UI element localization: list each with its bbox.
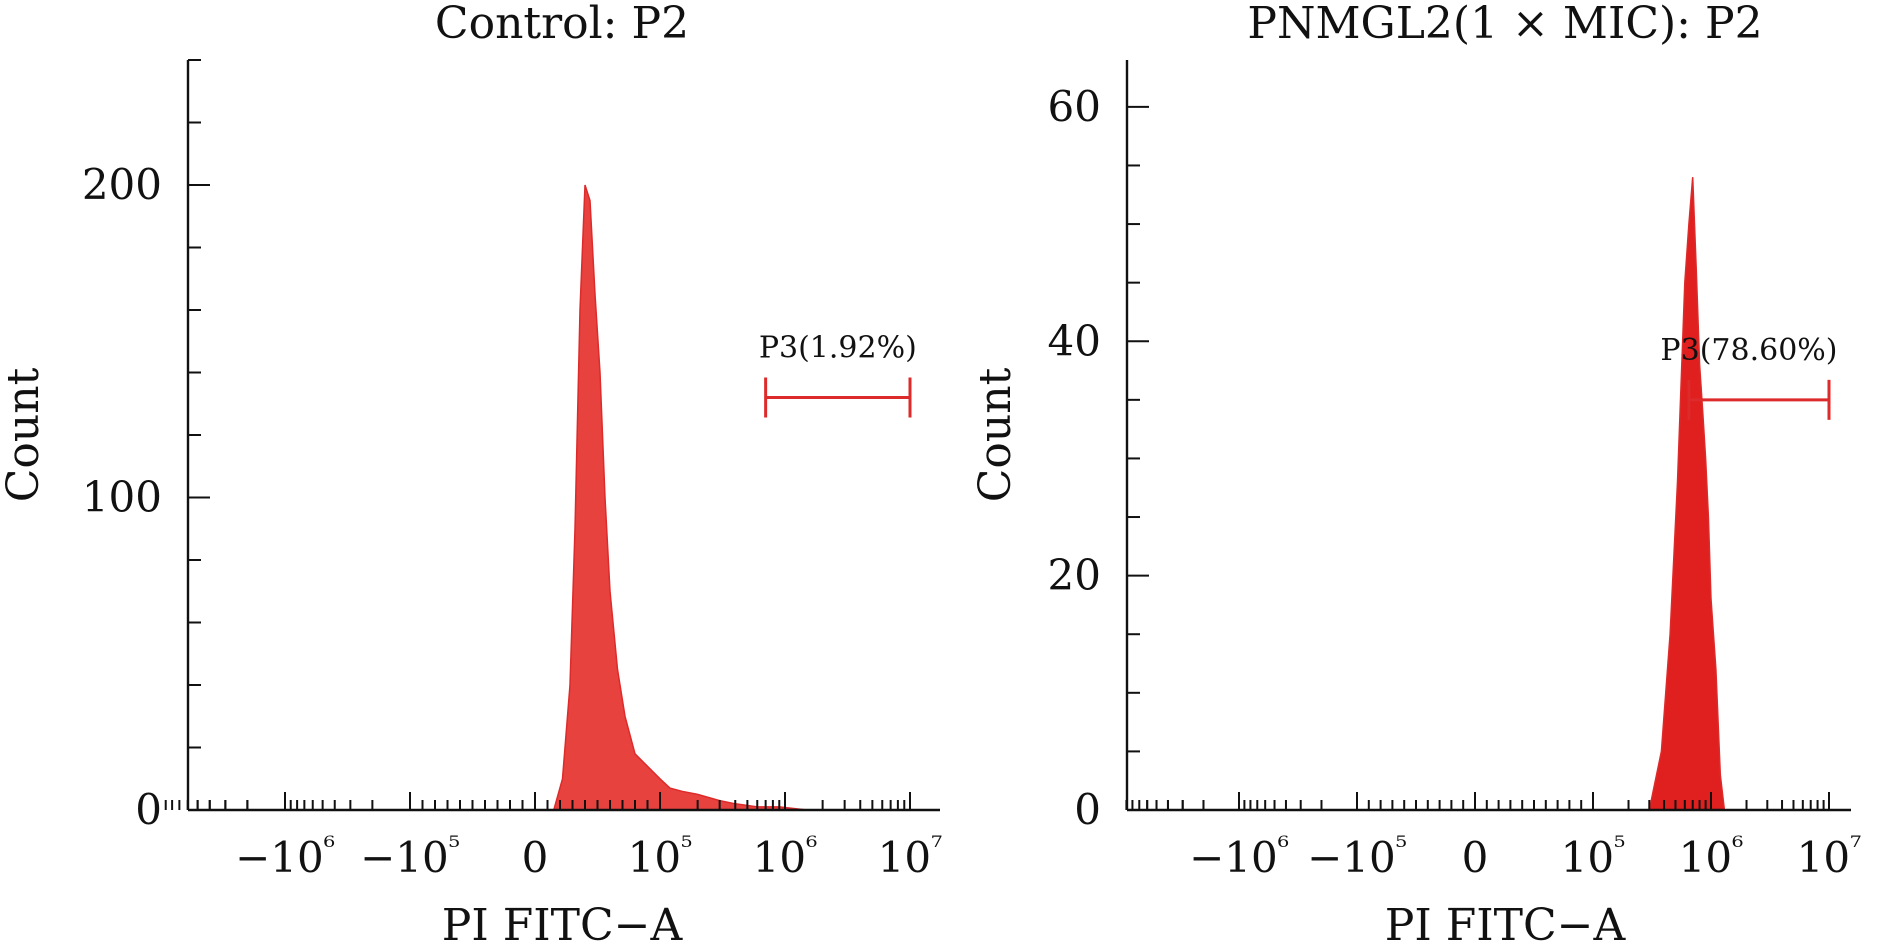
y-tick-label: 40	[1048, 316, 1101, 365]
x-tick-label: 10⁷	[878, 830, 943, 882]
gate-label: P3(78.60%)	[1660, 333, 1837, 368]
y-axis-label: Count	[0, 367, 49, 502]
x-tick-label: 0	[1462, 833, 1489, 882]
x-axis-label: PI FITC−A	[442, 900, 684, 947]
chart-title: Control: P2	[435, 0, 689, 49]
x-tick-label: 0	[522, 833, 549, 882]
y-tick-label: 200	[82, 160, 162, 209]
x-tick-label: 10⁶	[1679, 830, 1744, 882]
x-tick-label: −10⁵	[360, 830, 460, 882]
chart-title: PNMGL2(1 × MIC): P2	[1247, 0, 1762, 49]
x-tick-label: 10⁵	[1561, 830, 1626, 882]
x-tick-label: −10⁵	[1307, 830, 1407, 882]
gate-p3: P3(78.60%)	[1660, 333, 1838, 420]
y-tick-label: 0	[135, 785, 162, 834]
y-tick-label: 60	[1048, 82, 1101, 131]
histogram-area	[552, 184, 808, 811]
chart-panel-control: Control: P2 0 100 200 −10⁶ −10⁵ 0 10⁵ 10⁶ 10⁷ PI F…	[0, 0, 942, 947]
x-axis-label: PI FITC−A	[1385, 900, 1627, 947]
x-tick-label: −10⁶	[235, 830, 335, 882]
y-tick-label: 100	[82, 473, 162, 522]
x-tick-label: 10⁶	[753, 830, 818, 882]
y-tick-label: 0	[1074, 785, 1101, 834]
gate-label: P3(1.92%)	[759, 331, 917, 366]
chart-panel-pnmgl2: PNMGL2(1 × MIC): P2 0 20 40 60 −10⁶ −10⁵ 0 10⁵ 10…	[970, 0, 1861, 947]
x-tick-label: 10⁷	[1797, 830, 1862, 882]
x-tick-label: −10⁶	[1189, 830, 1289, 882]
y-axis-label: Count	[970, 367, 1021, 502]
y-tick-label: 20	[1048, 551, 1101, 600]
histogram-area	[1648, 177, 1726, 811]
x-tick-label: 10⁵	[628, 830, 693, 882]
gate-p3: P3(1.92%)	[759, 331, 917, 418]
